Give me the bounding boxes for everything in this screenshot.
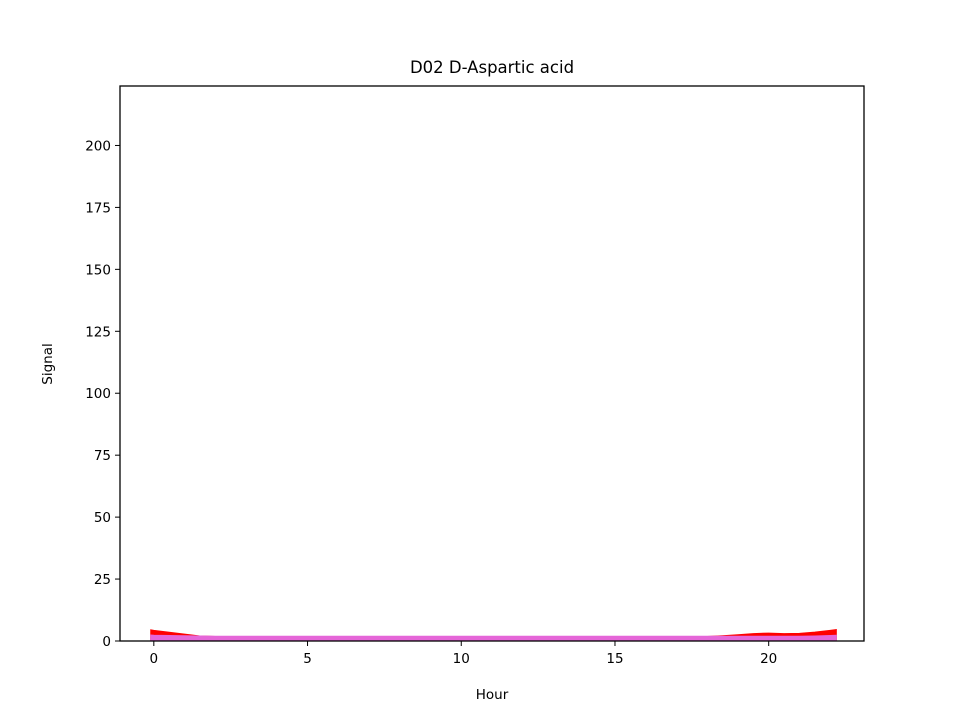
x-tick-label: 5 xyxy=(303,651,312,667)
series-layer xyxy=(150,629,837,642)
series-area-2 xyxy=(150,634,837,642)
x-axis-ticks: 0 5 10 15 20 xyxy=(150,641,777,667)
y-tick-label: 200 xyxy=(85,138,111,154)
y-tick-label: 75 xyxy=(94,448,111,464)
y-tick-label: 175 xyxy=(85,200,111,216)
y-tick-label: 50 xyxy=(94,510,111,526)
x-tick-label: 0 xyxy=(150,651,159,667)
y-tick-label: 125 xyxy=(85,324,111,340)
y-axis-ticks: 0 25 50 75 100 125 150 175 200 xyxy=(85,138,120,650)
x-tick-label: 20 xyxy=(760,651,777,667)
x-axis-label: Hour xyxy=(476,687,509,703)
chart-title: D02 D-Aspartic acid xyxy=(410,58,574,77)
y-axis-label: Signal xyxy=(40,343,56,384)
x-tick-label: 15 xyxy=(606,651,623,667)
plot-frame xyxy=(119,85,865,642)
y-tick-label: 0 xyxy=(102,634,111,650)
y-tick-label: 100 xyxy=(85,386,111,402)
y-tick-label: 150 xyxy=(85,262,111,278)
x-tick-label: 10 xyxy=(453,651,470,667)
y-tick-label: 25 xyxy=(94,572,111,588)
